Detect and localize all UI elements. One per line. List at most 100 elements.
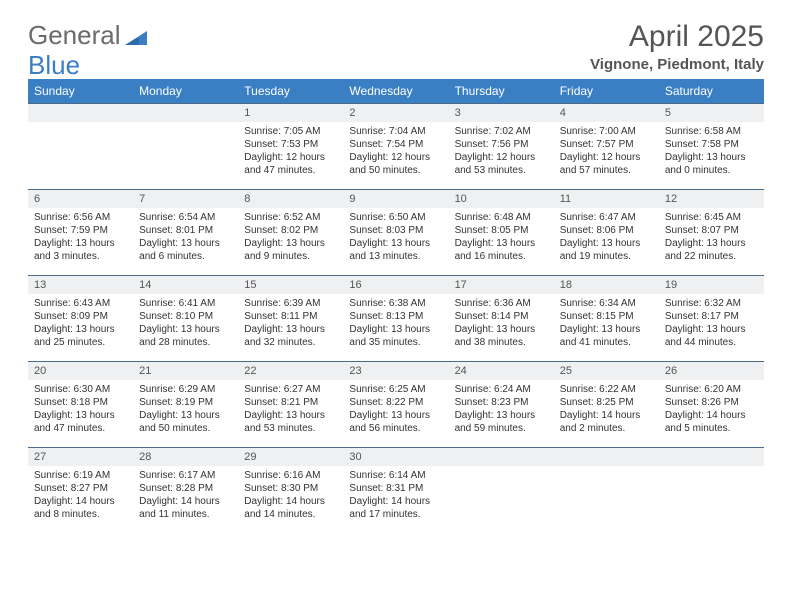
calendar-cell (28, 103, 133, 189)
day-line: Daylight: 13 hours (560, 237, 653, 250)
brand-logo: General (28, 20, 151, 51)
day-line: Sunrise: 6:47 AM (560, 211, 653, 224)
day-line: Sunrise: 6:19 AM (34, 469, 127, 482)
day-line: and 3 minutes. (34, 250, 127, 263)
calendar-cell: 22Sunrise: 6:27 AMSunset: 8:21 PMDayligh… (238, 361, 343, 447)
day-line: Daylight: 13 hours (665, 237, 758, 250)
day-number (133, 103, 238, 122)
day-line: Sunset: 8:30 PM (244, 482, 337, 495)
day-content: Sunrise: 6:19 AMSunset: 8:27 PMDaylight:… (28, 466, 133, 525)
day-line: Daylight: 13 hours (665, 151, 758, 164)
day-line: Daylight: 13 hours (34, 323, 127, 336)
day-content: Sunrise: 6:54 AMSunset: 8:01 PMDaylight:… (133, 208, 238, 267)
calendar-cell: 16Sunrise: 6:38 AMSunset: 8:13 PMDayligh… (343, 275, 448, 361)
day-number: 4 (554, 103, 659, 122)
day-line: Sunrise: 6:58 AM (665, 125, 758, 138)
day-number (659, 447, 764, 466)
day-line: Sunrise: 6:20 AM (665, 383, 758, 396)
day-line: Sunset: 8:21 PM (244, 396, 337, 409)
day-line: and 38 minutes. (455, 336, 548, 349)
day-line: and 44 minutes. (665, 336, 758, 349)
calendar-cell: 13Sunrise: 6:43 AMSunset: 8:09 PMDayligh… (28, 275, 133, 361)
day-line: and 47 minutes. (34, 422, 127, 435)
day-content: Sunrise: 6:47 AMSunset: 8:06 PMDaylight:… (554, 208, 659, 267)
day-line: Sunrise: 7:04 AM (349, 125, 442, 138)
day-line: and 53 minutes. (455, 164, 548, 177)
day-line: and 8 minutes. (34, 508, 127, 521)
day-number: 3 (449, 103, 554, 122)
day-line: Daylight: 13 hours (244, 323, 337, 336)
day-content: Sunrise: 7:00 AMSunset: 7:57 PMDaylight:… (554, 122, 659, 181)
day-line: Sunrise: 6:45 AM (665, 211, 758, 224)
calendar-cell: 7Sunrise: 6:54 AMSunset: 8:01 PMDaylight… (133, 189, 238, 275)
day-content: Sunrise: 6:34 AMSunset: 8:15 PMDaylight:… (554, 294, 659, 353)
day-line: Daylight: 13 hours (349, 237, 442, 250)
day-line: and 57 minutes. (560, 164, 653, 177)
calendar-cell (449, 447, 554, 533)
day-line: Daylight: 13 hours (560, 323, 653, 336)
day-number: 11 (554, 189, 659, 208)
calendar-cell: 20Sunrise: 6:30 AMSunset: 8:18 PMDayligh… (28, 361, 133, 447)
day-line: Sunset: 8:19 PM (139, 396, 232, 409)
day-number: 15 (238, 275, 343, 294)
day-line: Daylight: 13 hours (455, 409, 548, 422)
day-line: and 9 minutes. (244, 250, 337, 263)
day-number: 10 (449, 189, 554, 208)
day-line: and 35 minutes. (349, 336, 442, 349)
brand-part1: General (28, 20, 121, 51)
day-line: Daylight: 12 hours (244, 151, 337, 164)
day-content: Sunrise: 6:45 AMSunset: 8:07 PMDaylight:… (659, 208, 764, 267)
day-line: and 16 minutes. (455, 250, 548, 263)
calendar-cell (659, 447, 764, 533)
day-line: and 0 minutes. (665, 164, 758, 177)
day-line: Sunset: 8:28 PM (139, 482, 232, 495)
day-line: Sunset: 8:06 PM (560, 224, 653, 237)
day-line: Daylight: 13 hours (665, 323, 758, 336)
day-line: and 56 minutes. (349, 422, 442, 435)
day-line: Sunrise: 6:48 AM (455, 211, 548, 224)
day-number: 1 (238, 103, 343, 122)
day-line: Sunset: 7:58 PM (665, 138, 758, 151)
day-content: Sunrise: 6:36 AMSunset: 8:14 PMDaylight:… (449, 294, 554, 353)
weekday-header: Tuesday (238, 79, 343, 103)
day-line: and 53 minutes. (244, 422, 337, 435)
day-content: Sunrise: 7:04 AMSunset: 7:54 PMDaylight:… (343, 122, 448, 181)
day-number: 18 (554, 275, 659, 294)
day-line: and 19 minutes. (560, 250, 653, 263)
day-number (449, 447, 554, 466)
day-line: Daylight: 13 hours (139, 237, 232, 250)
day-content: Sunrise: 6:43 AMSunset: 8:09 PMDaylight:… (28, 294, 133, 353)
calendar-cell: 18Sunrise: 6:34 AMSunset: 8:15 PMDayligh… (554, 275, 659, 361)
day-line: Sunrise: 7:00 AM (560, 125, 653, 138)
day-line: Sunset: 8:01 PM (139, 224, 232, 237)
day-line: Sunset: 8:23 PM (455, 396, 548, 409)
day-line: and 50 minutes. (139, 422, 232, 435)
day-number: 12 (659, 189, 764, 208)
day-number: 20 (28, 361, 133, 380)
day-line: Sunset: 8:26 PM (665, 396, 758, 409)
day-number: 26 (659, 361, 764, 380)
brand-part2: Blue (28, 50, 80, 81)
day-line: Sunset: 8:15 PM (560, 310, 653, 323)
day-line: Sunrise: 7:02 AM (455, 125, 548, 138)
day-line: Sunset: 8:03 PM (349, 224, 442, 237)
title-block: April 2025 Vignone, Piedmont, Italy (590, 20, 764, 73)
day-line: Sunset: 8:07 PM (665, 224, 758, 237)
day-line: Sunset: 7:53 PM (244, 138, 337, 151)
day-line: Daylight: 13 hours (244, 237, 337, 250)
day-line: Sunrise: 6:22 AM (560, 383, 653, 396)
calendar-cell: 28Sunrise: 6:17 AMSunset: 8:28 PMDayligh… (133, 447, 238, 533)
calendar-cell: 3Sunrise: 7:02 AMSunset: 7:56 PMDaylight… (449, 103, 554, 189)
calendar-cell: 29Sunrise: 6:16 AMSunset: 8:30 PMDayligh… (238, 447, 343, 533)
calendar-cell: 26Sunrise: 6:20 AMSunset: 8:26 PMDayligh… (659, 361, 764, 447)
weekday-header: Sunday (28, 79, 133, 103)
calendar-cell (133, 103, 238, 189)
day-line: Sunrise: 6:32 AM (665, 297, 758, 310)
day-line: Sunrise: 6:14 AM (349, 469, 442, 482)
day-line: Sunset: 7:54 PM (349, 138, 442, 151)
day-number (554, 447, 659, 466)
day-number: 27 (28, 447, 133, 466)
page-subtitle: Vignone, Piedmont, Italy (590, 56, 764, 73)
day-line: Sunrise: 7:05 AM (244, 125, 337, 138)
calendar-cell: 19Sunrise: 6:32 AMSunset: 8:17 PMDayligh… (659, 275, 764, 361)
